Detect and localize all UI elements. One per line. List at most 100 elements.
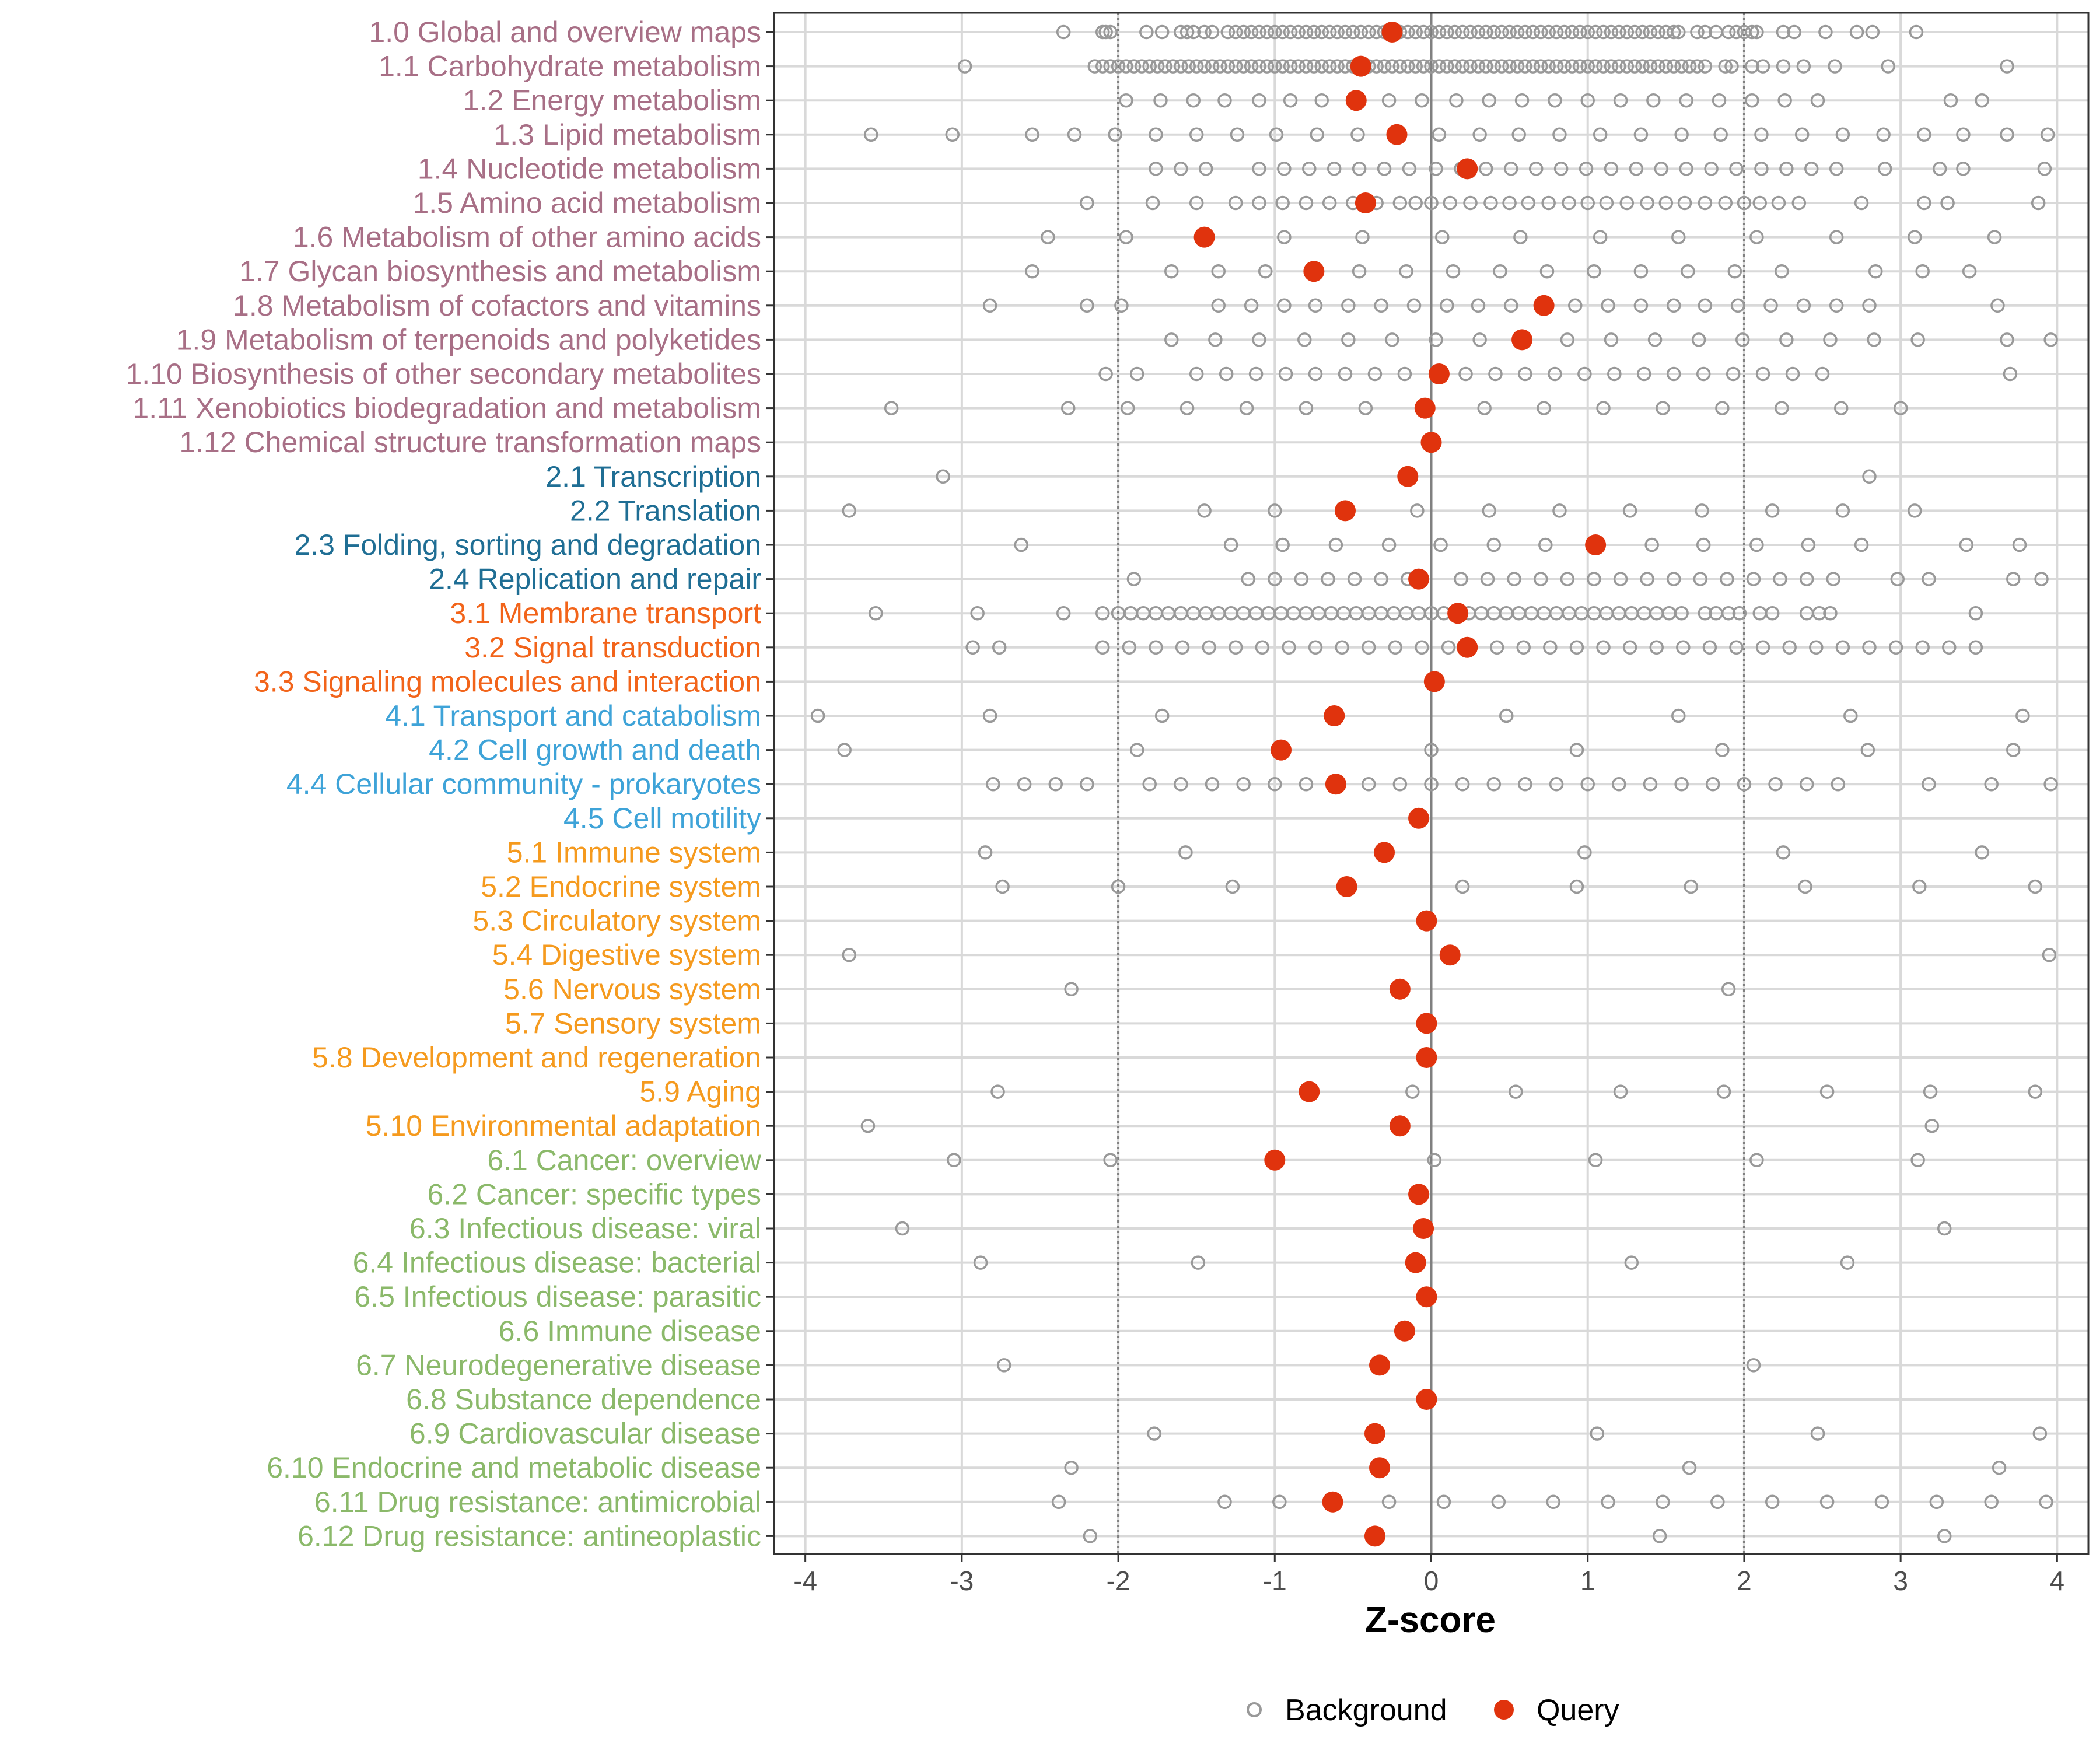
- category-label: 6.3 Infectious disease: viral: [410, 1212, 761, 1245]
- query-point: [1533, 295, 1555, 316]
- background-point: [1493, 264, 1507, 279]
- background-point: [1776, 845, 1791, 860]
- background-point: [1835, 127, 1850, 142]
- category-label: 1.12 Chemical structure transformation m…: [179, 426, 761, 459]
- background-point: [1180, 401, 1195, 415]
- background-point: [1482, 93, 1496, 108]
- background-point: [1975, 845, 1989, 860]
- background-point: [1480, 572, 1495, 586]
- background-point: [1525, 24, 1541, 40]
- background-point: [1408, 59, 1423, 74]
- background-point: [1843, 708, 1858, 723]
- background-point: [1239, 401, 1254, 415]
- background-point: [1633, 127, 1648, 142]
- category-label: 2.2 Translation: [570, 494, 761, 527]
- background-point: [1588, 1153, 1603, 1168]
- query-point: [1420, 432, 1442, 453]
- background-point: [1922, 776, 1936, 792]
- background-point: [1471, 24, 1486, 40]
- background-point: [1604, 162, 1619, 176]
- background-point: [1298, 776, 1314, 792]
- category-label: 3.2 Signal transduction: [464, 631, 761, 664]
- query-point: [1416, 1389, 1437, 1410]
- x-tick-label: 4: [2050, 1566, 2065, 1596]
- background-point: [2028, 879, 2043, 894]
- background-point: [1119, 93, 1133, 108]
- background-point: [2042, 947, 2057, 963]
- background-point: [1782, 640, 1797, 655]
- background-point: [1111, 59, 1126, 74]
- background-point: [1197, 59, 1212, 74]
- background-point: [1119, 230, 1133, 244]
- background-point: [965, 640, 980, 655]
- background-point: [1666, 572, 1681, 586]
- query-point: [1416, 1047, 1437, 1068]
- background-point: [2028, 1084, 2043, 1099]
- background-point: [1510, 59, 1525, 74]
- category-label: 4.1 Transport and catabolism: [385, 699, 761, 732]
- background-point: [1494, 24, 1509, 40]
- background-point: [1917, 127, 1931, 142]
- background-point: [1612, 59, 1626, 74]
- background-point: [1228, 195, 1243, 211]
- background-point: [1696, 366, 1711, 382]
- background-point: [1142, 59, 1157, 74]
- query-point: [1368, 1354, 1390, 1376]
- background-point: [1120, 401, 1135, 415]
- background-point: [1643, 24, 1658, 40]
- query-point: [1511, 329, 1533, 351]
- background-point: [1258, 264, 1273, 279]
- background-point: [842, 503, 856, 518]
- background-point: [1328, 537, 1343, 552]
- background-point: [1455, 879, 1470, 894]
- background-point: [1355, 230, 1370, 244]
- background-point: [1715, 743, 1730, 757]
- background-point: [2012, 537, 2027, 552]
- query-point: [1386, 124, 1408, 145]
- background-point: [1449, 93, 1464, 108]
- query-point: [1457, 158, 1478, 180]
- background-point: [1432, 24, 1447, 40]
- background-point: [1549, 776, 1564, 792]
- background-point: [1745, 24, 1759, 40]
- background-point: [1942, 640, 1957, 655]
- background-point: [1633, 298, 1648, 313]
- background-point: [1268, 59, 1282, 74]
- background-point: [1424, 59, 1438, 74]
- background-point: [1592, 230, 1608, 244]
- background-point: [1779, 162, 1794, 176]
- background-point: [1083, 1529, 1098, 1544]
- background-point: [1446, 264, 1461, 279]
- x-tick-label: 0: [1424, 1566, 1439, 1596]
- category-label: 1.2 Energy metabolism: [463, 84, 761, 117]
- background-point: [1712, 93, 1727, 108]
- background-point: [1773, 572, 1787, 586]
- background-point: [1666, 59, 1681, 74]
- query-point: [1389, 978, 1410, 1000]
- background-point: [1374, 572, 1388, 586]
- background-point: [1361, 776, 1376, 792]
- query-point: [1447, 603, 1469, 624]
- background-point: [1658, 59, 1674, 74]
- query-point: [1264, 1149, 1286, 1171]
- query-point: [1194, 226, 1215, 248]
- background-point: [2043, 332, 2058, 347]
- background-point: [1377, 59, 1392, 74]
- category-label: 6.2 Cancer: specific types: [428, 1178, 762, 1210]
- background-point: [1150, 59, 1165, 74]
- background-point: [1671, 230, 1686, 244]
- background-point: [1385, 59, 1399, 74]
- background-point: [1252, 93, 1266, 108]
- background-point: [1580, 93, 1595, 108]
- background-point: [2003, 366, 2018, 382]
- background-point: [1252, 24, 1266, 40]
- background-point: [1471, 298, 1486, 313]
- background-point: [1087, 59, 1102, 74]
- category-label: 6.10 Endocrine and metabolic disease: [267, 1451, 761, 1484]
- background-point: [1211, 298, 1226, 313]
- background-point: [1189, 59, 1204, 74]
- background-point: [1178, 845, 1193, 860]
- background-point: [1674, 127, 1689, 142]
- background-point: [1197, 503, 1212, 518]
